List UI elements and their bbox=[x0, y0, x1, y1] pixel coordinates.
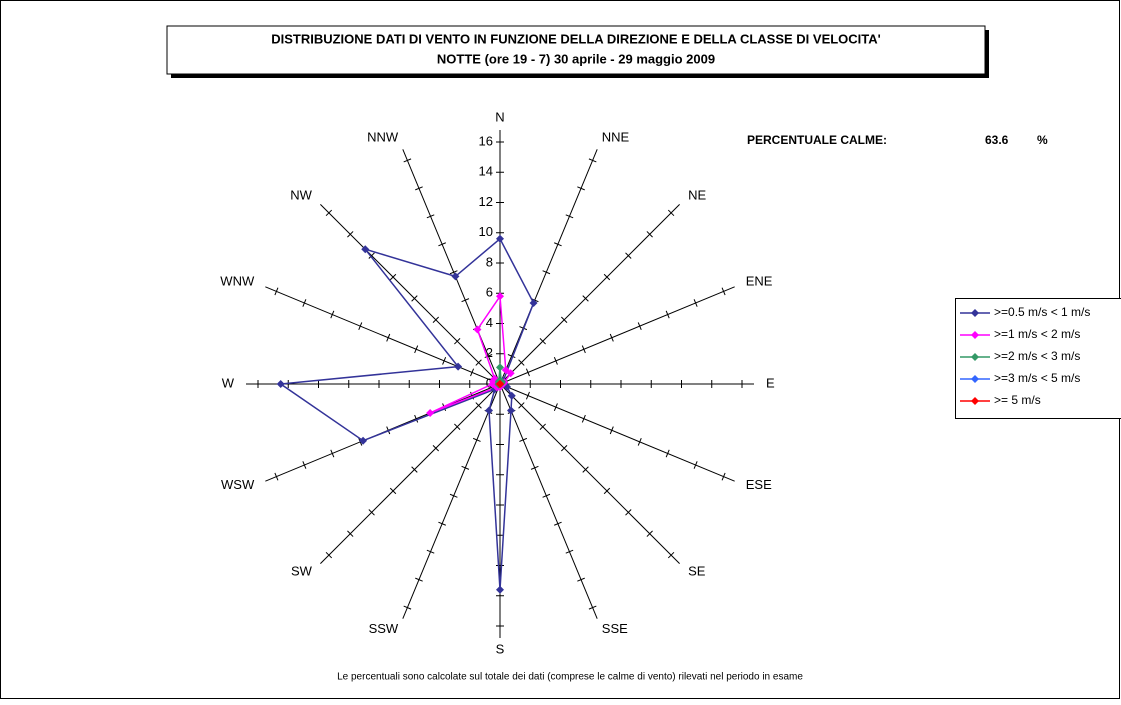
y-tick-label: 16 bbox=[479, 133, 493, 148]
y-tick-label: 8 bbox=[486, 254, 493, 269]
axis-label: WSW bbox=[221, 477, 255, 492]
axis-label: N bbox=[495, 109, 504, 124]
axis-label: NNW bbox=[367, 130, 399, 145]
axis-label: NNE bbox=[602, 130, 630, 145]
axis-label: S bbox=[496, 641, 505, 656]
legend-label: >= 5 m/s bbox=[994, 393, 1041, 407]
chart-title: DISTRIBUZIONE DATI DI VENTO IN FUNZIONE … bbox=[271, 31, 881, 46]
axis-label: WNW bbox=[220, 274, 255, 289]
y-tick-label: 4 bbox=[486, 315, 493, 330]
calm-value: 63.6 bbox=[985, 133, 1009, 147]
axis-label: NE bbox=[688, 187, 706, 202]
chart-subtitle: NOTTE (ore 19 - 7) 30 aprile - 29 maggio… bbox=[437, 51, 715, 66]
axis-label: SW bbox=[291, 564, 313, 579]
axis-label: ESE bbox=[746, 477, 772, 492]
calm-label: PERCENTUALE CALME: bbox=[747, 133, 887, 147]
y-tick-label: 14 bbox=[479, 164, 493, 179]
axis-label: E bbox=[766, 375, 775, 390]
axis-label: SSW bbox=[369, 621, 399, 636]
footnote: Le percentuali sono calcolate sul totale… bbox=[337, 672, 803, 683]
axis-label: ENE bbox=[746, 274, 773, 289]
y-tick-label: 12 bbox=[479, 194, 493, 209]
legend-label: >=1 m/s < 2 m/s bbox=[994, 327, 1080, 341]
y-tick-label: 6 bbox=[486, 285, 493, 300]
axis-label: SSE bbox=[602, 621, 628, 636]
legend-label: >=2 m/s < 3 m/s bbox=[994, 349, 1080, 363]
y-tick-label: 10 bbox=[479, 224, 493, 239]
legend-label: >=3 m/s < 5 m/s bbox=[994, 371, 1080, 385]
axis-label: SE bbox=[688, 564, 706, 579]
calm-unit: % bbox=[1037, 133, 1048, 147]
legend-label: >=0.5 m/s < 1 m/s bbox=[994, 305, 1090, 319]
axis-label: NW bbox=[290, 187, 312, 202]
axis-label: W bbox=[222, 375, 235, 390]
